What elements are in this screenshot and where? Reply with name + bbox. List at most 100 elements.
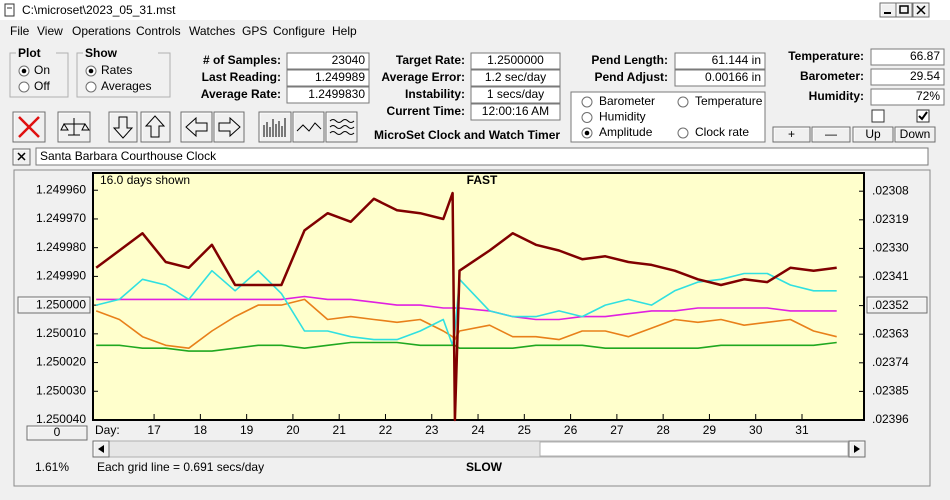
radio-label[interactable]: Averages bbox=[101, 79, 151, 93]
field-value: 1.2 sec/day bbox=[485, 70, 546, 84]
series-radio[interactable] bbox=[581, 112, 593, 123]
radio-label[interactable]: Off bbox=[34, 79, 50, 93]
field-box bbox=[470, 52, 561, 70]
env-button-label[interactable]: + bbox=[788, 127, 795, 141]
menu-item[interactable]: Watches bbox=[189, 24, 235, 38]
radio-button[interactable] bbox=[18, 81, 30, 93]
field-label: Current Time: bbox=[387, 104, 465, 118]
x-tick-label: 28 bbox=[656, 423, 670, 437]
field-box bbox=[286, 52, 370, 70]
x-tick-label: 24 bbox=[471, 423, 485, 437]
maximize-glyph bbox=[899, 5, 909, 14]
button-highlight bbox=[913, 3, 928, 16]
button-highlight bbox=[259, 112, 290, 141]
radio-label[interactable]: On bbox=[34, 63, 50, 77]
group-title: Show bbox=[85, 46, 118, 60]
reference-rate-button[interactable] bbox=[17, 296, 91, 314]
env-button[interactable] bbox=[811, 126, 851, 143]
reference-amplitude-button[interactable] bbox=[866, 296, 928, 314]
radio-dot bbox=[584, 130, 590, 136]
legend-label[interactable]: Barometer bbox=[599, 94, 655, 108]
series-radio[interactable] bbox=[581, 96, 593, 108]
field-value: 0.00166 in bbox=[705, 70, 761, 84]
offset-button[interactable] bbox=[26, 425, 88, 441]
y2-tick-label: .02363 bbox=[872, 326, 909, 340]
group-title: Plot bbox=[18, 46, 41, 60]
y-tick-label: 1.249990 bbox=[36, 269, 86, 283]
env-button-label[interactable]: Down bbox=[900, 127, 931, 141]
legend-label[interactable]: Amplitude bbox=[599, 125, 653, 139]
icon-wave bbox=[296, 122, 322, 132]
series-radio[interactable] bbox=[677, 127, 689, 139]
y-tick-label: 1.250020 bbox=[36, 355, 86, 369]
field-label: Pend Length: bbox=[591, 53, 668, 67]
x-tick-label: 18 bbox=[194, 423, 208, 437]
subtitle: MicroSet Clock and Watch Timer bbox=[374, 128, 560, 142]
legend-label[interactable]: Clock rate bbox=[695, 125, 749, 139]
x-tick-label: 21 bbox=[333, 423, 347, 437]
radio-dot bbox=[21, 68, 27, 74]
radio-button[interactable] bbox=[85, 81, 97, 93]
radio-label[interactable]: Rates bbox=[101, 63, 132, 77]
legend-label[interactable]: Temperature bbox=[695, 94, 763, 108]
offset-button-label[interactable]: 0 bbox=[54, 425, 61, 439]
x-tick-label: 22 bbox=[379, 423, 393, 437]
series-selector bbox=[570, 91, 766, 143]
button-highlight bbox=[812, 127, 849, 141]
fast-label: FAST bbox=[467, 173, 498, 187]
clock-name-field bbox=[35, 147, 929, 166]
checkbox[interactable] bbox=[871, 109, 885, 123]
legend-label[interactable]: Humidity bbox=[599, 110, 646, 124]
radio-dot bbox=[88, 68, 94, 74]
field-box bbox=[870, 68, 945, 86]
field-label: Barometer: bbox=[800, 69, 864, 83]
field-label: Instability: bbox=[405, 87, 465, 101]
button-highlight bbox=[13, 112, 44, 141]
x-tick-label: 20 bbox=[286, 423, 300, 437]
field-box bbox=[286, 69, 370, 87]
env-button-label[interactable]: — bbox=[825, 127, 837, 141]
field-label: Last Reading: bbox=[202, 70, 281, 84]
app-icon bbox=[4, 3, 15, 17]
x-tick-label: 25 bbox=[518, 423, 532, 437]
icon-balance bbox=[60, 118, 90, 136]
button-highlight bbox=[58, 112, 89, 141]
menu-item[interactable]: Operations bbox=[72, 24, 131, 38]
x-tick-label: 31 bbox=[795, 423, 809, 437]
menu-item[interactable]: Controls bbox=[136, 24, 181, 38]
menu-item[interactable]: GPS bbox=[242, 24, 267, 38]
minimize-button[interactable] bbox=[879, 2, 897, 18]
icon-noise bbox=[329, 119, 355, 135]
menu-item[interactable]: View bbox=[37, 24, 63, 38]
env-button-label[interactable]: Up bbox=[865, 127, 881, 141]
field-box bbox=[674, 69, 766, 87]
scrollbar-thumb[interactable] bbox=[539, 441, 849, 457]
menu-item[interactable]: Configure bbox=[273, 24, 325, 38]
x-tick-label: 26 bbox=[564, 423, 578, 437]
series-radio[interactable] bbox=[677, 96, 689, 108]
field-value: 23040 bbox=[332, 53, 366, 67]
button-highlight bbox=[109, 112, 136, 141]
env-button[interactable] bbox=[852, 126, 894, 143]
toolbar-button[interactable] bbox=[292, 111, 325, 143]
maximize-button[interactable] bbox=[895, 2, 913, 18]
icon-bars bbox=[263, 118, 286, 137]
button-highlight bbox=[880, 3, 895, 16]
env-button[interactable] bbox=[772, 126, 811, 143]
env-button[interactable] bbox=[894, 126, 936, 143]
y-tick-label: 1.249980 bbox=[36, 240, 86, 254]
field-value: 72% bbox=[916, 89, 940, 103]
button-highlight bbox=[93, 441, 108, 456]
y2-tick-label: .02396 bbox=[872, 412, 909, 426]
field-label: # of Samples: bbox=[203, 53, 281, 67]
x-axis-label: Day: bbox=[95, 423, 120, 437]
field-label: Temperature: bbox=[788, 49, 864, 63]
menu-item[interactable]: Help bbox=[332, 24, 357, 38]
days-shown: 16.0 days shown bbox=[100, 173, 190, 187]
field-label: Average Rate: bbox=[201, 87, 281, 101]
icon-clear bbox=[18, 116, 40, 138]
menu-item[interactable]: File bbox=[10, 24, 30, 38]
clock-name: Santa Barbara Courthouse Clock bbox=[40, 149, 217, 163]
field-label: Pend Adjust: bbox=[594, 70, 668, 84]
